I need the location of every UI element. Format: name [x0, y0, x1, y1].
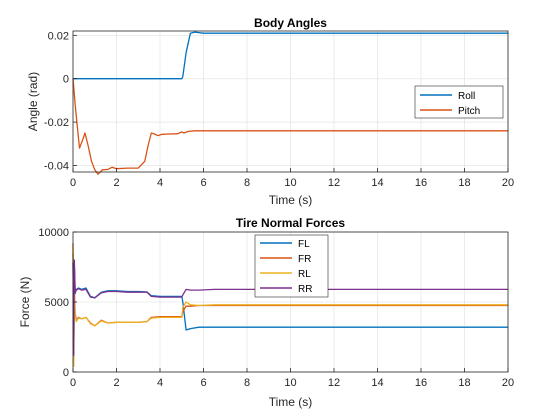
x-tick-label: 8	[244, 177, 250, 189]
legend-box	[414, 85, 504, 119]
series-group	[72, 31, 508, 175]
x-tick-label: 0	[70, 377, 76, 389]
y-tick-label: 5000	[45, 297, 69, 309]
series-line-pitch	[72, 78, 508, 175]
grid	[72, 31, 509, 172]
tick-group: 0 2 4 6 8 10 12 14 16 18 20 -0.04 -0.02 0 0.02	[44, 30, 514, 189]
x-axis-label: Time (s)	[269, 395, 313, 409]
x-tick-label: 4	[157, 377, 163, 389]
y-axis-label: Angle (rad)	[26, 72, 40, 131]
chart-tire-normal-forces: 0 2 4 6 8 10 12 14 16 18 20 0 5000 10000 Tire Normal …	[18, 216, 514, 409]
chart-title: Body Angles	[254, 16, 327, 30]
x-tick-label: 12	[328, 177, 340, 189]
x-tick-label: 10	[284, 377, 296, 389]
x-tick-label: 8	[244, 377, 250, 389]
y-tick-label: -0.02	[44, 117, 69, 129]
x-tick-label: 2	[113, 377, 119, 389]
y-tick-label: -0.04	[44, 160, 69, 172]
x-tick-label: 12	[328, 377, 340, 389]
legend-label-pitch: Pitch	[458, 106, 480, 117]
x-tick-label: 14	[371, 377, 383, 389]
legend-label-fr: FR	[298, 254, 311, 265]
y-tick-label: 0	[63, 367, 69, 379]
legend-label-rl: RL	[298, 269, 311, 280]
x-tick-label: 6	[200, 177, 206, 189]
y-tick-label: 10000	[38, 227, 69, 239]
x-tick-label: 20	[502, 377, 514, 389]
x-tick-label: 10	[284, 177, 296, 189]
x-tick-label: 2	[113, 177, 119, 189]
series-line-rl	[72, 248, 508, 368]
legend: FL FR RL RR	[254, 234, 329, 298]
chart-body-angles: 0 2 4 6 8 10 12 14 16 18 20 -0.04 -0.02 0 0.02 Body An…	[26, 16, 514, 207]
chart-title: Tire Normal Forces	[236, 216, 345, 230]
y-tick-label: 0	[63, 74, 69, 86]
legend: Roll Pitch	[414, 85, 504, 119]
y-axis-label: Force (N)	[18, 277, 32, 328]
legend-label-roll: Roll	[458, 91, 475, 102]
x-tick-label: 14	[371, 177, 383, 189]
x-tick-label: 16	[415, 177, 427, 189]
series-line-roll	[73, 31, 508, 80]
tick-group: 0 2 4 6 8 10 12 14 16 18 20 0 5000 10000	[38, 227, 514, 389]
x-tick-label: 20	[502, 177, 514, 189]
legend-label-fl: FL	[298, 239, 310, 250]
x-tick-label: 6	[200, 377, 206, 389]
x-tick-label: 18	[458, 177, 470, 189]
x-tick-label: 0	[70, 177, 76, 189]
x-axis-label: Time (s)	[269, 193, 313, 207]
legend-label-rr: RR	[298, 284, 312, 295]
legend-box	[254, 234, 329, 298]
x-tick-label: 4	[157, 177, 163, 189]
x-tick-label: 18	[458, 377, 470, 389]
y-tick-label: 0.02	[48, 30, 69, 42]
x-tick-label: 16	[415, 377, 427, 389]
